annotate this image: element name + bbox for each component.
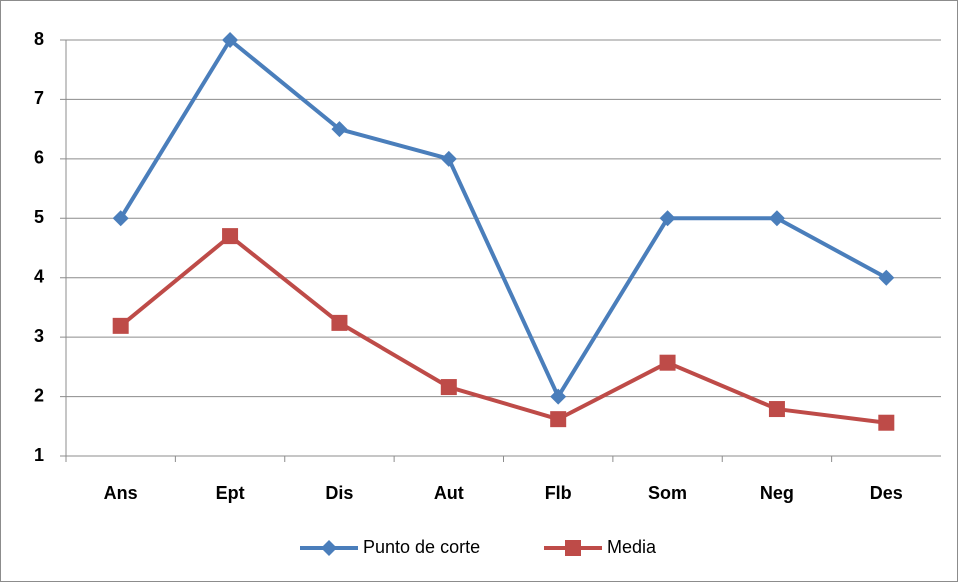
data-point [768,401,785,418]
x-tick-label: Ept [216,483,245,503]
x-tick-label: Aut [434,483,464,503]
y-tick-label: 6 [34,148,44,168]
x-tick-label: Dis [325,483,353,503]
series-line [118,38,888,399]
y-tick-label: 4 [34,266,44,286]
data-point [878,269,895,286]
y-tick-label: 5 [34,207,44,227]
data-point [331,121,348,138]
data-point [768,210,785,227]
data-point [550,411,567,428]
legend-marker [321,540,337,556]
data-point [878,414,895,431]
legend-label: Punto de corte [363,537,480,557]
x-tick-label: Des [870,483,903,503]
series-line [119,234,887,425]
data-point [331,314,348,331]
data-point [222,32,239,48]
legend-label: Media [607,537,657,557]
x-tick-label: Neg [760,483,794,503]
data-point [659,210,676,227]
y-tick-label: 8 [34,29,44,49]
x-tick-label: Ans [104,483,138,503]
data-point [112,210,129,227]
legend-marker [565,540,581,556]
x-tick-label: Som [648,483,687,503]
data-point [550,388,567,405]
y-tick-label: 7 [34,88,44,108]
data-point [440,379,457,396]
data-point [112,317,129,334]
data-point [222,228,239,245]
x-tick-label: Flb [545,483,572,503]
data-point [440,150,457,167]
y-tick-label: 3 [34,326,44,346]
y-tick-label: 1 [34,445,44,465]
y-tick-label: 2 [34,385,44,405]
data-point [659,354,676,371]
